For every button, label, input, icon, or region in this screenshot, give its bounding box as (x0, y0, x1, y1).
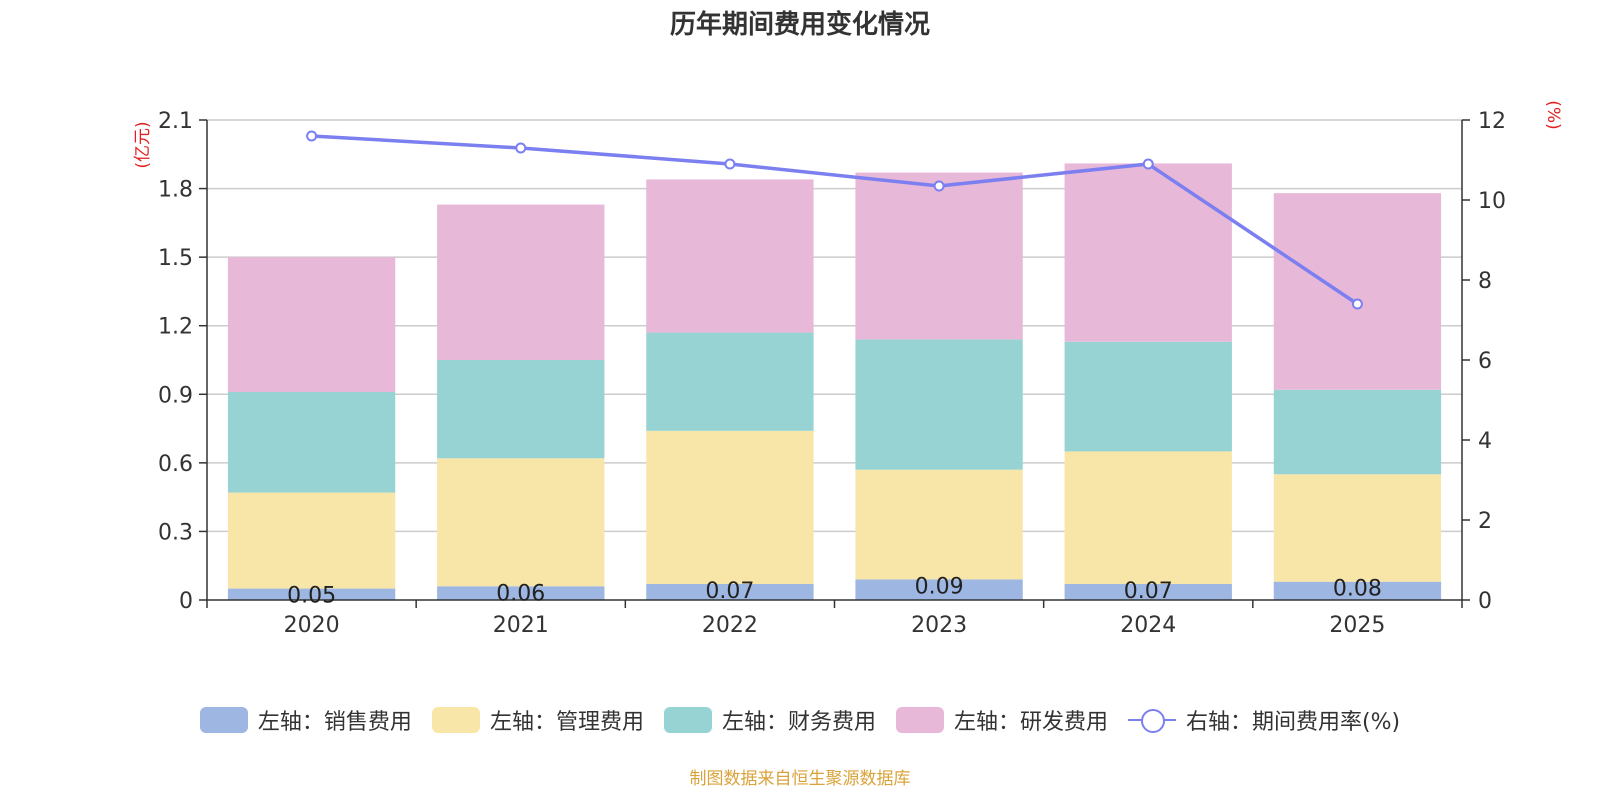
legend-swatch-rate-icon (1127, 707, 1176, 733)
bar-segment (227, 492, 396, 589)
x-axis-tick-label: 2023 (911, 613, 967, 638)
bar-segment (437, 360, 605, 459)
bar-segment (646, 584, 814, 600)
bar-segment (855, 172, 1023, 340)
bar-segment (855, 579, 1023, 600)
right-axis-tick-label: 10 (1478, 189, 1506, 214)
rate-line (306, 130, 1363, 310)
bar-segment (855, 469, 1023, 580)
chart-svg: 0 0.3 0.6 0.9 1.2 1.5 1.8 2.1 0 2 4 6 8 10 12 (亿元) (%) 20… (133, 100, 1563, 638)
bar-segment (1273, 389, 1442, 475)
left-axis-tick-label: 1.2 (158, 315, 193, 340)
left-axis-tick-label: 0.6 (158, 452, 193, 477)
data-label: 0.05 (287, 584, 336, 609)
legend-swatch-finance (663, 707, 712, 733)
bar-segment (646, 430, 814, 584)
left-axis-tick-label: 1.5 (158, 246, 193, 271)
bar-segment (1064, 163, 1232, 342)
legend-label-finance: 左轴：财务费用 (721, 710, 876, 735)
bar-stacks (227, 163, 1442, 600)
left-axis-tick-label: 0.9 (158, 383, 193, 408)
legend-swatch-rnd (895, 707, 944, 733)
chart-title: 历年期间费用变化情况 (669, 10, 930, 40)
legend-item-admin[interactable]: 左轴：管理费用 (431, 704, 644, 736)
legend-label-rate: 右轴：期间费用率(%) (1185, 710, 1401, 735)
left-axis-label: (亿元) (133, 121, 153, 168)
legend-label-rnd: 左轴：研发费用 (953, 710, 1108, 735)
bar-segment (646, 179, 814, 333)
x-axis-tick-label: 2024 (1120, 613, 1176, 638)
bar-segment (646, 332, 814, 431)
right-axis-tick-label: 2 (1478, 509, 1492, 534)
legend-swatch-admin (431, 707, 480, 733)
left-axis-tick-label: 1.8 (158, 178, 193, 203)
left-axis-tick-label: 0 (179, 589, 193, 614)
bar-segment (227, 588, 396, 600)
bar-segment (1273, 193, 1442, 390)
source-note: 制图数据来自恒生聚源数据库 (689, 769, 911, 789)
rate-line-path (311, 134, 1359, 306)
legend-label-sales: 左轴：销售费用 (257, 710, 412, 735)
bar-segment (855, 339, 1023, 470)
right-axis-label: (%) (1543, 100, 1563, 129)
x-axis-tick-label: 2020 (284, 613, 340, 638)
right-axis-tick-label: 0 (1478, 589, 1492, 614)
data-label: 0.07 (1124, 579, 1173, 604)
left-axis-tick-label: 2.1 (158, 109, 193, 134)
data-label: 0.09 (915, 574, 964, 599)
x-axis-tick-label: 2022 (702, 613, 758, 638)
data-label: 0.08 (1333, 577, 1382, 602)
bar-segment (1064, 584, 1232, 600)
bar-segment (1064, 341, 1232, 452)
x-axis-tick-label: 2021 (493, 613, 549, 638)
bar-segment (437, 204, 605, 360)
right-axis-tick-label: 8 (1478, 269, 1492, 294)
x-axis-tick-label: 2025 (1329, 613, 1385, 638)
legend: 左轴：销售费用 左轴：管理费用 左轴：财务费用 左轴：研发费用 右轴：期间费用率… (0, 704, 1600, 736)
legend-item-rate[interactable]: 右轴：期间费用率(%) (1127, 704, 1401, 736)
axes: 0 0.3 0.6 0.9 1.2 1.5 1.8 2.1 0 2 4 6 8 10 12 (亿元) (%) 20… (133, 100, 1563, 638)
rate-point (1142, 158, 1154, 170)
right-axis-tick-label: 12 (1478, 109, 1506, 134)
bar-segment (1273, 474, 1442, 582)
legend-item-finance[interactable]: 左轴：财务费用 (663, 704, 876, 736)
bar-segment (227, 257, 396, 392)
data-label: 0.06 (496, 581, 545, 606)
legend-item-rnd[interactable]: 左轴：研发费用 (895, 704, 1108, 736)
right-axis-tick-label: 4 (1478, 429, 1492, 454)
rate-point (306, 130, 318, 142)
bar-segment (437, 586, 605, 600)
rate-point (724, 158, 736, 170)
data-label: 0.07 (705, 579, 754, 604)
legend-swatch-sales (199, 707, 248, 733)
rate-point (933, 180, 945, 192)
rate-point (515, 142, 527, 154)
bar-segment (227, 392, 396, 493)
right-axis-tick-label: 6 (1478, 349, 1492, 374)
legend-label-admin: 左轴：管理费用 (489, 710, 644, 735)
left-axis-tick-label: 0.3 (158, 520, 193, 545)
data-labels: 0.05 0.06 0.07 0.09 0.07 0.08 (287, 574, 1382, 608)
legend-item-sales[interactable]: 左轴：销售费用 (199, 704, 412, 736)
bar-segment (1064, 451, 1232, 584)
grid-lines (207, 119, 1462, 533)
bar-segment (1273, 581, 1442, 600)
bar-segment (437, 458, 605, 587)
rate-point (1351, 298, 1363, 310)
